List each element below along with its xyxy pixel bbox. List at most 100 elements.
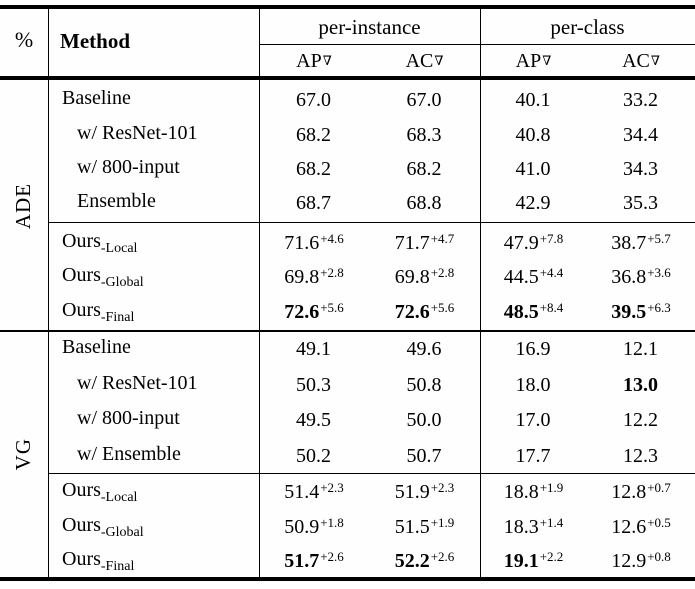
value: 47.9+7.8 (503, 230, 564, 254)
value: 51.9+2.3 (394, 479, 455, 503)
value: 44.5+4.4 (503, 264, 564, 288)
table-row: Baseline 49.1 49.6 16.9 12.1 (0, 332, 695, 366)
gain-superscript: +3.6 (647, 264, 671, 280)
value-cell: 50.7 (369, 439, 480, 473)
value-cell: 17.7 (480, 439, 587, 473)
gain-superscript: +2.3 (320, 479, 344, 495)
value-cell: 12.6+0.5 (587, 510, 695, 544)
gain-superscript: +4.7 (430, 230, 455, 246)
value-cell: 50.0 (369, 403, 480, 437)
spacer-cell (0, 475, 48, 509)
value: 49.6 (406, 337, 442, 360)
spacer-cell (0, 510, 48, 544)
value: 16.9 (515, 337, 551, 360)
method-label-sub: -Final (100, 558, 135, 574)
value: 50.8 (406, 373, 442, 396)
value: 68.2 (296, 157, 331, 180)
spacer-cell (0, 152, 48, 186)
spacer-cell (0, 83, 48, 117)
gain-superscript: +5.7 (647, 230, 671, 246)
value-cell: 40.8 (480, 118, 587, 152)
value: 68.2 (296, 123, 331, 146)
value-cell: 39.5+6.3 (587, 295, 695, 329)
value: 72.6+5.6 (394, 299, 455, 323)
value-cell: 12.2 (587, 403, 695, 437)
value-cell: 69.8+2.8 (369, 260, 480, 294)
group-header-per-instance: per-instance (318, 14, 421, 39)
value-cell: 12.1 (587, 332, 695, 366)
value-cell: 68.2 (369, 152, 480, 186)
value: 34.4 (623, 123, 658, 146)
method-label: Ensemble (77, 190, 156, 217)
spacer-cell (0, 295, 48, 329)
value: 41.0 (515, 157, 551, 180)
method-label-main: w/ ResNet-101 (77, 121, 198, 144)
value-cell: 16.9 (480, 332, 587, 366)
method-cell: Ours-Local (48, 475, 259, 509)
gain-superscript: +1.9 (430, 514, 455, 530)
spacer-cell (0, 260, 48, 294)
metric-header-ac-instance: AC ∇ (369, 46, 480, 76)
value-cell: 68.3 (369, 118, 480, 152)
value-cell: 51.9+2.3 (369, 475, 480, 509)
value: 40.8 (515, 123, 551, 146)
method-label-main: w/ 800-input (77, 155, 180, 178)
method-cell: Ensemble (48, 186, 259, 220)
spacer-cell (0, 226, 48, 260)
value-cell: 35.3 (587, 186, 695, 220)
method-label: Ours-Local (62, 230, 137, 257)
spacer-cell (0, 186, 48, 220)
method-label-main: Ours (62, 513, 101, 536)
value: 39.5+6.3 (611, 299, 671, 323)
value-cell: 18.0 (480, 368, 587, 402)
nabla-icon: ∇ (434, 53, 444, 68)
gain-superscript: +0.5 (647, 514, 671, 530)
value-cell: 50.8 (369, 368, 480, 402)
value-cell: 51.5+1.9 (369, 510, 480, 544)
value: 71.7+4.7 (394, 230, 455, 254)
method-label: w/ ResNet-101 (77, 122, 198, 149)
method-label-sub: -Local (100, 240, 138, 256)
value-cell: 18.8+1.9 (480, 475, 587, 509)
value: 71.6+4.6 (284, 230, 344, 254)
value: 68.2 (406, 157, 442, 180)
table-row: w/ 800-input 68.2 68.2 41.0 34.3 (0, 152, 695, 186)
method-cell: Ours-Local (48, 226, 259, 260)
value-cell: 50.3 (259, 368, 369, 402)
value-cell: 41.0 (480, 152, 587, 186)
method-label-main: Baseline (62, 86, 131, 109)
method-label: Ours-Global (62, 264, 144, 291)
value: 68.3 (406, 123, 442, 146)
percent-header: % (14, 27, 34, 52)
value-cell: 49.5 (259, 403, 369, 437)
method-cell: Baseline (48, 332, 259, 366)
table-row: Ours-Local 71.6+4.6 71.7+4.7 47.9+7.8 38… (0, 226, 695, 260)
method-header: Method (60, 29, 130, 53)
table-row: Ours-Final 72.6+5.6 72.6+5.6 48.5+8.4 39… (0, 295, 695, 329)
method-label-sub: -Local (100, 489, 138, 505)
value-cell: 34.4 (587, 118, 695, 152)
gain-superscript: +2.8 (320, 264, 344, 280)
value: 67.0 (296, 88, 331, 111)
method-label-main: Ours (62, 229, 101, 252)
method-label-sub: -Global (100, 274, 144, 290)
value-cell: 12.8+0.7 (587, 475, 695, 509)
value-cell: 67.0 (369, 83, 480, 117)
method-label-main: Baseline (62, 335, 131, 358)
value: 38.7+5.7 (611, 230, 671, 254)
metric-header-ap-class: AP ∇ (480, 46, 587, 76)
rule-under-group-headers (259, 44, 695, 45)
value: 17.0 (515, 408, 551, 431)
value: 12.1 (623, 337, 658, 360)
spacer-cell (0, 332, 48, 366)
method-label: Baseline (62, 336, 131, 363)
value: 13.0 (623, 373, 658, 396)
value: 33.2 (623, 88, 658, 111)
value: 50.9+1.8 (284, 514, 344, 538)
metric-name: AP (515, 49, 542, 72)
value-cell: 40.1 (480, 83, 587, 117)
gain-superscript: +8.4 (539, 299, 564, 315)
value: 49.5 (296, 408, 331, 431)
spacer-cell (0, 118, 48, 152)
gain-superscript: +2.8 (430, 264, 455, 280)
